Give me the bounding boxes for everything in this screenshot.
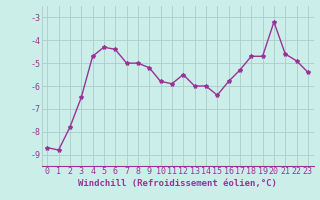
X-axis label: Windchill (Refroidissement éolien,°C): Windchill (Refroidissement éolien,°C) bbox=[78, 179, 277, 188]
